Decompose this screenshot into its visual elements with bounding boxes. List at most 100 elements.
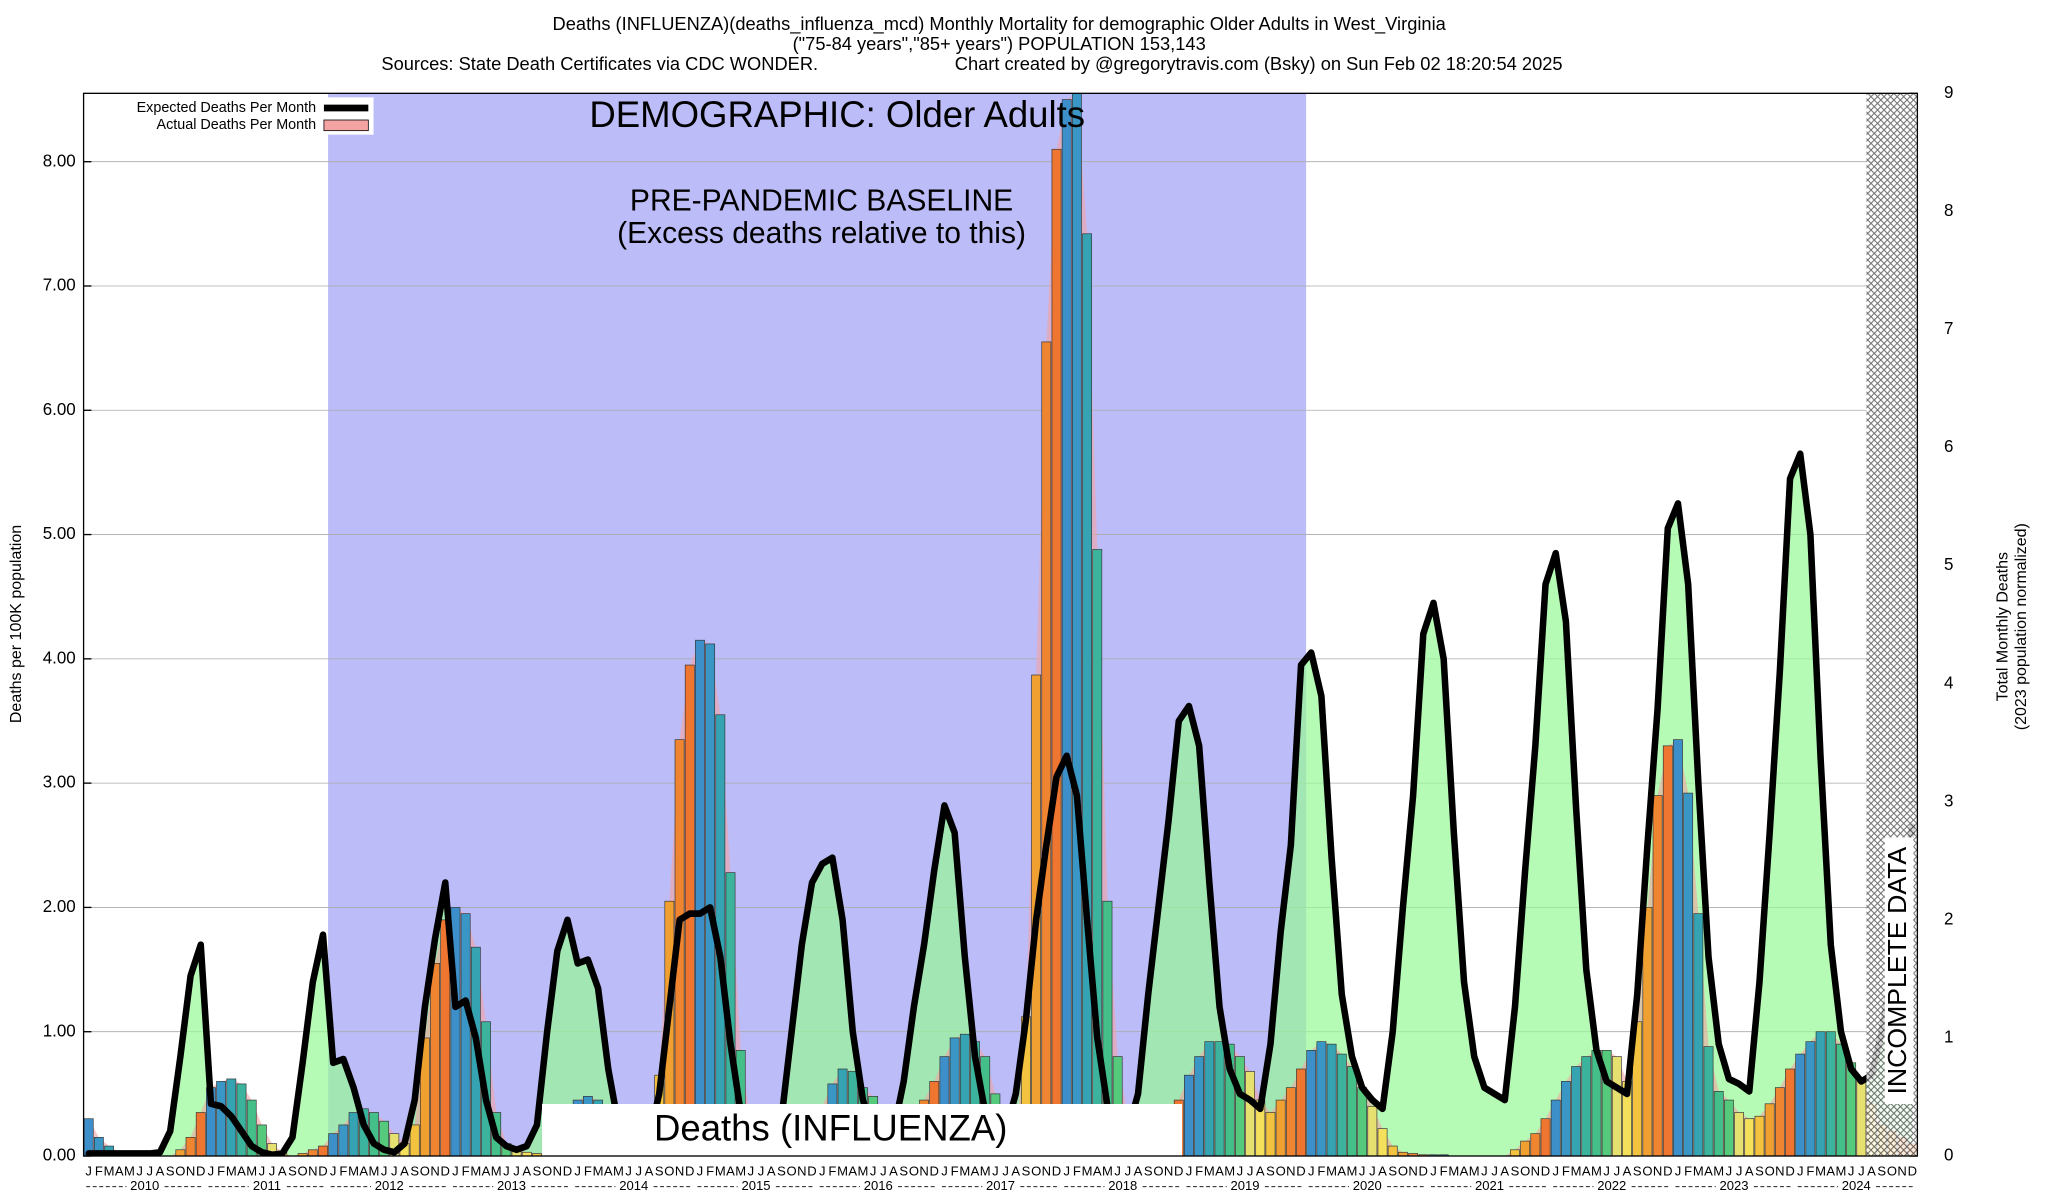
x-tick-label: S bbox=[1511, 1163, 1520, 1178]
year-label-bg bbox=[1104, 1178, 1142, 1195]
y-tick-label: 0.00 bbox=[43, 1144, 76, 1164]
x-tick-label: A bbox=[1745, 1163, 1754, 1178]
x-tick-label: S bbox=[899, 1163, 908, 1178]
year-label: 2010 bbox=[130, 1178, 159, 1193]
bar bbox=[1764, 1103, 1775, 1156]
bar bbox=[307, 1149, 318, 1156]
x-tick-label: F bbox=[1806, 1163, 1814, 1178]
bar bbox=[1265, 1112, 1276, 1156]
bar bbox=[1785, 1068, 1795, 1156]
x-tick-label: J bbox=[941, 1163, 948, 1178]
chart-title: Deaths (INFLUENZA)(deaths_influenza_mcd)… bbox=[553, 13, 1447, 35]
year-label: 2014 bbox=[619, 1178, 648, 1193]
bar bbox=[1510, 1149, 1520, 1156]
x-tick-label: M bbox=[1469, 1163, 1480, 1178]
bar bbox=[1235, 1056, 1245, 1156]
x-tick-label: J bbox=[1552, 1163, 1559, 1178]
bar bbox=[1652, 795, 1663, 1156]
x-tick-label: S bbox=[288, 1163, 297, 1178]
bar bbox=[1836, 1043, 1846, 1156]
y2-tick-label: 7 bbox=[1944, 318, 1953, 338]
bar bbox=[1306, 1050, 1317, 1156]
x-tick-label: A bbox=[1011, 1163, 1020, 1178]
x-tick-label: S bbox=[1633, 1163, 1642, 1178]
bar bbox=[1683, 792, 1694, 1156]
year-label: 2016 bbox=[864, 1178, 893, 1193]
y-tick-label: 6.00 bbox=[43, 399, 76, 419]
bar bbox=[1825, 1031, 1836, 1156]
year-label-bg bbox=[1226, 1178, 1264, 1195]
bar bbox=[1377, 1128, 1388, 1156]
bar bbox=[1204, 1041, 1215, 1156]
x-tick-label: A bbox=[1500, 1163, 1509, 1178]
x-tick-label: O bbox=[1398, 1163, 1408, 1178]
year-label: 2024 bbox=[1842, 1178, 1871, 1193]
x-tick-label: M bbox=[980, 1163, 991, 1178]
bar bbox=[1734, 1112, 1744, 1156]
bar bbox=[705, 643, 716, 1156]
x-tick-label: A bbox=[482, 1163, 491, 1178]
x-tick-label: M bbox=[837, 1163, 848, 1178]
x-tick-label: O bbox=[1642, 1163, 1652, 1178]
bar bbox=[1642, 907, 1653, 1156]
year-label-bg bbox=[1715, 1178, 1753, 1195]
x-tick-label: D bbox=[1785, 1163, 1794, 1178]
bar bbox=[1744, 1118, 1755, 1156]
x-tick-label: N bbox=[1042, 1163, 1051, 1178]
y2-axis-subtitle: (2023 population normalized) bbox=[2013, 523, 2030, 730]
bar bbox=[1224, 1043, 1235, 1156]
x-tick-label: D bbox=[1419, 1163, 1428, 1178]
year-label-bg bbox=[615, 1178, 653, 1195]
x-tick-label: D bbox=[1174, 1163, 1183, 1178]
bar bbox=[1316, 1041, 1327, 1156]
x-tick-label: J bbox=[1359, 1163, 1366, 1178]
bar bbox=[1092, 549, 1103, 1156]
x-tick-label: J bbox=[1614, 1163, 1621, 1178]
x-tick-label: A bbox=[726, 1163, 735, 1178]
x-tick-label: J bbox=[330, 1163, 337, 1178]
year-label-bg bbox=[493, 1178, 530, 1195]
x-tick-label: M bbox=[1082, 1163, 1093, 1178]
bar bbox=[1856, 1078, 1867, 1156]
x-tick-label: M bbox=[613, 1163, 624, 1178]
year-label: 2015 bbox=[741, 1178, 770, 1193]
x-tick-label: A bbox=[971, 1163, 980, 1178]
bar bbox=[1673, 739, 1683, 1156]
x-tick-label: D bbox=[563, 1163, 572, 1178]
bar bbox=[1703, 1046, 1714, 1156]
year-label: 2022 bbox=[1597, 1178, 1626, 1193]
x-tick-label: J bbox=[208, 1163, 215, 1178]
expected-area bbox=[88, 453, 1913, 1156]
x-tick-label: J bbox=[269, 1163, 276, 1178]
x-tick-label: M bbox=[593, 1163, 604, 1178]
year-label: 2013 bbox=[497, 1178, 526, 1193]
x-tick-label: D bbox=[685, 1163, 694, 1178]
x-tick-label: O bbox=[909, 1163, 919, 1178]
bar bbox=[1815, 1031, 1826, 1156]
x-tick-label: J bbox=[870, 1163, 877, 1178]
x-tick-label: D bbox=[318, 1163, 327, 1178]
x-tick-label: J bbox=[1726, 1163, 1733, 1178]
x-tick-label: M bbox=[1693, 1163, 1704, 1178]
x-tick-label: S bbox=[1022, 1163, 1031, 1178]
bar bbox=[450, 907, 461, 1156]
y2-tick-label: 6 bbox=[1944, 436, 1953, 456]
x-tick-label: J bbox=[85, 1163, 92, 1178]
x-tick-label: M bbox=[959, 1163, 970, 1178]
bar bbox=[195, 1112, 206, 1156]
year-label-bg bbox=[370, 1178, 408, 1195]
y2-axis-title: Total Monthly Deaths bbox=[1995, 552, 2012, 701]
bar bbox=[297, 1153, 308, 1156]
x-tick-label: D bbox=[441, 1163, 450, 1178]
year-label-bg bbox=[982, 1178, 1019, 1195]
measure-label-box bbox=[542, 1104, 1183, 1156]
bar bbox=[1102, 900, 1113, 1156]
x-tick-label: A bbox=[1704, 1163, 1713, 1178]
x-tick-label: A bbox=[278, 1163, 287, 1178]
x-tick-label: J bbox=[1848, 1163, 1855, 1178]
bar bbox=[1408, 1153, 1418, 1156]
x-tick-label: A bbox=[645, 1163, 654, 1178]
x-tick-label: O bbox=[298, 1163, 308, 1178]
x-tick-label: A bbox=[604, 1163, 613, 1178]
y-tick-label: 5.00 bbox=[43, 523, 76, 543]
